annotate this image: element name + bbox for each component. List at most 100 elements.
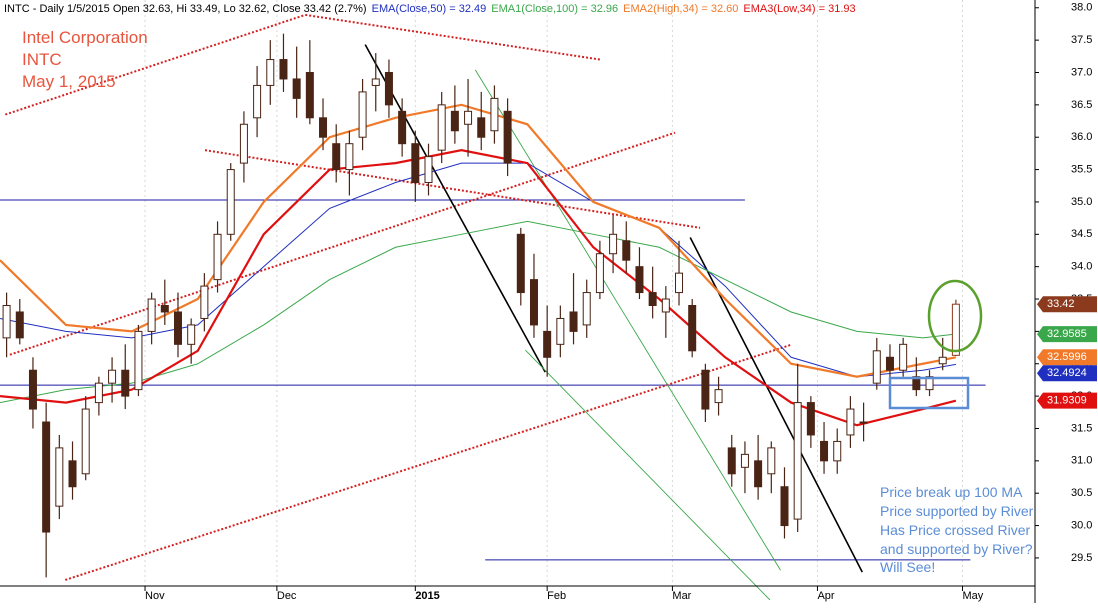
y-tick-label: 37.5 xyxy=(1071,34,1092,46)
legend-entry: EMA1(Close,100) = 32.96 xyxy=(491,3,618,15)
candle-body xyxy=(595,253,604,294)
x-tick-label: Nov xyxy=(145,590,165,602)
candle-body xyxy=(213,233,222,281)
y-tick-label: 29.5 xyxy=(1071,552,1092,564)
value-box xyxy=(1037,392,1097,409)
candle-body xyxy=(529,279,538,326)
y-tick-label: 30.5 xyxy=(1071,487,1092,499)
candle-body xyxy=(437,104,446,151)
y-tick-label: 35.0 xyxy=(1071,196,1092,208)
y-tick-label: 34.0 xyxy=(1071,261,1092,273)
trend-line xyxy=(305,13,601,61)
candle-body xyxy=(688,305,697,352)
candle-body xyxy=(951,303,960,356)
candle-body xyxy=(187,324,196,345)
x-tick-label: 2015 xyxy=(415,590,439,602)
y-tick-label: 37.0 xyxy=(1071,66,1092,78)
highlight-box xyxy=(888,376,970,410)
trend-line xyxy=(9,131,676,356)
value-box-label: 32.5996 xyxy=(1047,351,1087,363)
candle-body xyxy=(160,305,169,313)
candle-body xyxy=(68,460,77,488)
candle-body xyxy=(675,272,684,294)
x-tick-label: Feb xyxy=(547,590,566,602)
y-tick-label: 31.5 xyxy=(1071,422,1092,434)
value-box-label: 31.9309 xyxy=(1047,394,1087,406)
header: INTC - Daily 1/5/2015 Open 32.63, Hi 33.… xyxy=(4,3,856,15)
candle-body xyxy=(516,233,525,294)
candle-body xyxy=(740,453,749,468)
candle-body xyxy=(912,376,921,391)
value-box-label: 33.42 xyxy=(1047,298,1075,310)
candle-body xyxy=(398,110,407,145)
value-box xyxy=(1037,365,1097,382)
highlight-ellipse xyxy=(927,279,983,353)
y-tick-label: 30.0 xyxy=(1071,519,1092,531)
candle-body xyxy=(358,91,367,138)
candle-body xyxy=(226,169,235,235)
candle-body xyxy=(55,447,64,507)
candle-body xyxy=(820,440,829,462)
trend-line xyxy=(474,69,781,571)
y-tick-label: 31.0 xyxy=(1071,455,1092,467)
note: Price supported by River xyxy=(880,503,1034,519)
candle-body xyxy=(885,356,894,371)
grid: Nov Dec 2015 Feb Mar Apr May xyxy=(144,0,984,602)
candle-body xyxy=(200,285,209,319)
candle-body xyxy=(411,143,420,184)
candle-body xyxy=(253,84,262,119)
trend-line xyxy=(364,44,546,373)
candle-body xyxy=(793,402,802,520)
note: and supported by River? xyxy=(880,541,1033,557)
candle-body xyxy=(94,382,103,404)
note: Price break up 100 MA xyxy=(880,484,1023,500)
x-tick-label: Dec xyxy=(277,590,297,602)
candle-body xyxy=(727,447,736,475)
candle-body xyxy=(543,330,552,358)
candle-body xyxy=(371,78,380,86)
candle-body xyxy=(345,143,354,171)
candle-body xyxy=(147,298,156,332)
candle-body xyxy=(292,78,301,99)
candle-body xyxy=(556,317,565,345)
candle-body xyxy=(648,292,657,307)
candle-body xyxy=(661,298,670,313)
x-tick-label: Apr xyxy=(817,590,834,602)
candle-body xyxy=(490,97,499,132)
candle-body xyxy=(239,123,248,164)
y-tick-label: 38.0 xyxy=(1071,2,1092,14)
ema-line xyxy=(0,220,956,404)
legend-entry: EMA3(Low,34) = 31.93 xyxy=(743,3,855,15)
candle-body xyxy=(938,356,947,365)
candle-body xyxy=(872,350,881,384)
candle-body xyxy=(622,240,631,261)
annotation: Intel Corporation xyxy=(22,28,148,47)
candle-body xyxy=(701,369,710,410)
y-tick-label: 34.5 xyxy=(1071,228,1092,240)
candle-body xyxy=(806,402,815,436)
candle-body xyxy=(833,440,842,462)
y-tick-label: 36.0 xyxy=(1071,131,1092,143)
legend-entry: EMA2(High,34) = 32.60 xyxy=(623,3,738,15)
value-box-label: 32.9585 xyxy=(1047,328,1087,340)
candles xyxy=(2,33,960,578)
candle-body xyxy=(477,117,486,138)
trend-line xyxy=(525,349,771,600)
candle-body xyxy=(15,311,24,339)
candle-body xyxy=(450,110,459,132)
candle-body xyxy=(609,233,618,255)
header-text: INTC - Daily 1/5/2015 Open 32.63, Hi 33.… xyxy=(4,3,367,15)
candle-body xyxy=(714,389,723,404)
candle-body xyxy=(332,143,341,171)
annotation: INTC xyxy=(22,50,62,69)
candle-body xyxy=(121,369,130,397)
candle-body xyxy=(925,376,934,391)
value-box xyxy=(1037,349,1097,366)
x-tick-label: May xyxy=(962,590,983,602)
ema-line xyxy=(0,162,956,378)
trend-line xyxy=(64,344,791,581)
candle-body xyxy=(424,156,433,184)
annotation: May 1, 2015 xyxy=(22,72,116,91)
